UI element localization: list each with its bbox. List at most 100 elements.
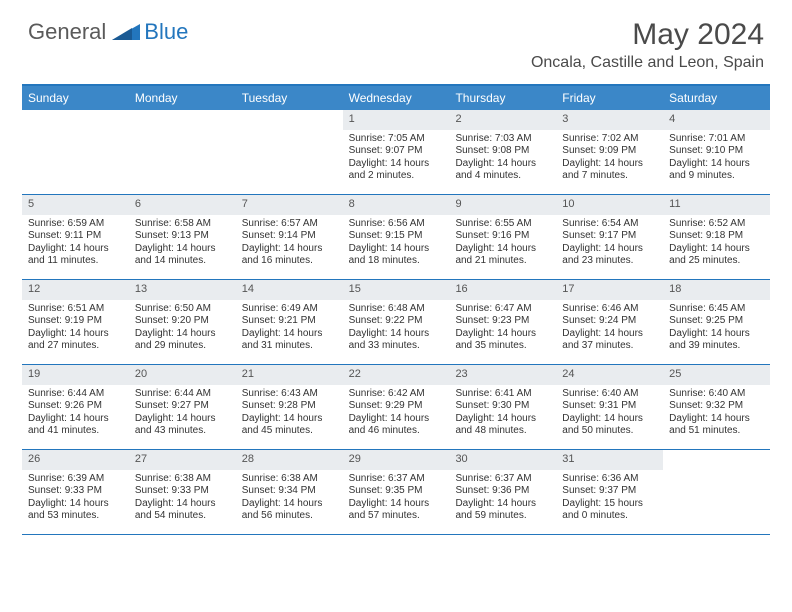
sunset-line: Sunset: 9:29 PM	[349, 400, 444, 413]
day-number: 4	[663, 110, 770, 130]
calendar-cell: 19Sunrise: 6:44 AMSunset: 9:26 PMDayligh…	[22, 365, 129, 449]
sunset-line: Sunset: 9:33 PM	[135, 485, 230, 498]
sunrise-line: Sunrise: 6:40 AM	[669, 388, 764, 401]
calendar-cell: 21Sunrise: 6:43 AMSunset: 9:28 PMDayligh…	[236, 365, 343, 449]
day-number: 30	[449, 450, 556, 470]
sunset-line: Sunset: 9:13 PM	[135, 230, 230, 243]
day-header: Tuesday	[236, 86, 343, 110]
sunrise-line: Sunrise: 6:49 AM	[242, 303, 337, 316]
daylight-line-2: and 45 minutes.	[242, 425, 337, 438]
sunrise-line: Sunrise: 6:59 AM	[28, 218, 123, 231]
sunset-line: Sunset: 9:15 PM	[349, 230, 444, 243]
sunset-line: Sunset: 9:07 PM	[349, 145, 444, 158]
cell-body: Sunrise: 7:05 AMSunset: 9:07 PMDaylight:…	[343, 130, 450, 187]
daylight-line-1: Daylight: 14 hours	[455, 413, 550, 426]
cell-body: Sunrise: 6:40 AMSunset: 9:32 PMDaylight:…	[663, 385, 770, 442]
cell-body: Sunrise: 6:54 AMSunset: 9:17 PMDaylight:…	[556, 215, 663, 272]
calendar-cell: 22Sunrise: 6:42 AMSunset: 9:29 PMDayligh…	[343, 365, 450, 449]
daylight-line-2: and 7 minutes.	[562, 170, 657, 183]
sunset-line: Sunset: 9:32 PM	[669, 400, 764, 413]
cell-body: Sunrise: 6:57 AMSunset: 9:14 PMDaylight:…	[236, 215, 343, 272]
cell-body: Sunrise: 7:01 AMSunset: 9:10 PMDaylight:…	[663, 130, 770, 187]
cell-body: Sunrise: 6:37 AMSunset: 9:36 PMDaylight:…	[449, 470, 556, 527]
day-header: Thursday	[449, 86, 556, 110]
week-row: 12Sunrise: 6:51 AMSunset: 9:19 PMDayligh…	[22, 280, 770, 365]
calendar-cell: 10Sunrise: 6:54 AMSunset: 9:17 PMDayligh…	[556, 195, 663, 279]
sunset-line: Sunset: 9:24 PM	[562, 315, 657, 328]
sunrise-line: Sunrise: 6:37 AM	[349, 473, 444, 486]
day-number: 16	[449, 280, 556, 300]
daylight-line-1: Daylight: 14 hours	[562, 158, 657, 171]
daylight-line-2: and 56 minutes.	[242, 510, 337, 523]
sunset-line: Sunset: 9:26 PM	[28, 400, 123, 413]
day-header: Saturday	[663, 86, 770, 110]
sunrise-line: Sunrise: 6:51 AM	[28, 303, 123, 316]
calendar-cell: 13Sunrise: 6:50 AMSunset: 9:20 PMDayligh…	[129, 280, 236, 364]
daylight-line-2: and 43 minutes.	[135, 425, 230, 438]
daylight-line-1: Daylight: 14 hours	[242, 243, 337, 256]
cell-body: Sunrise: 6:56 AMSunset: 9:15 PMDaylight:…	[343, 215, 450, 272]
day-number: 1	[343, 110, 450, 130]
daylight-line-1: Daylight: 14 hours	[349, 243, 444, 256]
daylight-line-2: and 41 minutes.	[28, 425, 123, 438]
logo-text-blue: Blue	[144, 19, 188, 45]
sunrise-line: Sunrise: 6:40 AM	[562, 388, 657, 401]
calendar-cell: 3Sunrise: 7:02 AMSunset: 9:09 PMDaylight…	[556, 110, 663, 194]
sunset-line: Sunset: 9:36 PM	[455, 485, 550, 498]
daylight-line-2: and 16 minutes.	[242, 255, 337, 268]
cell-body: Sunrise: 6:51 AMSunset: 9:19 PMDaylight:…	[22, 300, 129, 357]
cell-body: Sunrise: 6:38 AMSunset: 9:33 PMDaylight:…	[129, 470, 236, 527]
day-header: Wednesday	[343, 86, 450, 110]
day-number: 3	[556, 110, 663, 130]
day-number: 11	[663, 195, 770, 215]
sunrise-line: Sunrise: 6:50 AM	[135, 303, 230, 316]
day-header: Friday	[556, 86, 663, 110]
sunset-line: Sunset: 9:20 PM	[135, 315, 230, 328]
sunset-line: Sunset: 9:31 PM	[562, 400, 657, 413]
day-number: 29	[343, 450, 450, 470]
daylight-line-2: and 51 minutes.	[669, 425, 764, 438]
cell-body: Sunrise: 6:44 AMSunset: 9:26 PMDaylight:…	[22, 385, 129, 442]
sunset-line: Sunset: 9:08 PM	[455, 145, 550, 158]
sunset-line: Sunset: 9:14 PM	[242, 230, 337, 243]
day-number: 27	[129, 450, 236, 470]
sunrise-line: Sunrise: 6:52 AM	[669, 218, 764, 231]
sunset-line: Sunset: 9:10 PM	[669, 145, 764, 158]
sunrise-line: Sunrise: 6:55 AM	[455, 218, 550, 231]
location: Oncala, Castille and Leon, Spain	[531, 54, 764, 72]
daylight-line-1: Daylight: 14 hours	[242, 498, 337, 511]
day-number: 22	[343, 365, 450, 385]
daylight-line-1: Daylight: 14 hours	[562, 328, 657, 341]
calendar-cell	[663, 450, 770, 534]
sunrise-line: Sunrise: 6:41 AM	[455, 388, 550, 401]
cell-body: Sunrise: 6:36 AMSunset: 9:37 PMDaylight:…	[556, 470, 663, 527]
sunrise-line: Sunrise: 6:46 AM	[562, 303, 657, 316]
daylight-line-2: and 2 minutes.	[349, 170, 444, 183]
day-number: 6	[129, 195, 236, 215]
calendar-cell: 20Sunrise: 6:44 AMSunset: 9:27 PMDayligh…	[129, 365, 236, 449]
sunrise-line: Sunrise: 6:44 AM	[135, 388, 230, 401]
day-number: 26	[22, 450, 129, 470]
daylight-line-1: Daylight: 14 hours	[28, 328, 123, 341]
sunrise-line: Sunrise: 7:01 AM	[669, 133, 764, 146]
calendar-cell: 23Sunrise: 6:41 AMSunset: 9:30 PMDayligh…	[449, 365, 556, 449]
month-title: May 2024	[531, 18, 764, 52]
day-header: Monday	[129, 86, 236, 110]
cell-body: Sunrise: 6:47 AMSunset: 9:23 PMDaylight:…	[449, 300, 556, 357]
calendar-cell: 8Sunrise: 6:56 AMSunset: 9:15 PMDaylight…	[343, 195, 450, 279]
cell-body: Sunrise: 6:52 AMSunset: 9:18 PMDaylight:…	[663, 215, 770, 272]
sunset-line: Sunset: 9:27 PM	[135, 400, 230, 413]
daylight-line-1: Daylight: 14 hours	[135, 498, 230, 511]
calendar-cell	[236, 110, 343, 194]
daylight-line-2: and 46 minutes.	[349, 425, 444, 438]
week-row: 5Sunrise: 6:59 AMSunset: 9:11 PMDaylight…	[22, 195, 770, 280]
cell-body: Sunrise: 6:43 AMSunset: 9:28 PMDaylight:…	[236, 385, 343, 442]
cell-body: Sunrise: 6:37 AMSunset: 9:35 PMDaylight:…	[343, 470, 450, 527]
daylight-line-2: and 18 minutes.	[349, 255, 444, 268]
sunset-line: Sunset: 9:33 PM	[28, 485, 123, 498]
sunset-line: Sunset: 9:21 PM	[242, 315, 337, 328]
daylight-line-2: and 27 minutes.	[28, 340, 123, 353]
sunset-line: Sunset: 9:28 PM	[242, 400, 337, 413]
day-number: 13	[129, 280, 236, 300]
sunrise-line: Sunrise: 6:56 AM	[349, 218, 444, 231]
